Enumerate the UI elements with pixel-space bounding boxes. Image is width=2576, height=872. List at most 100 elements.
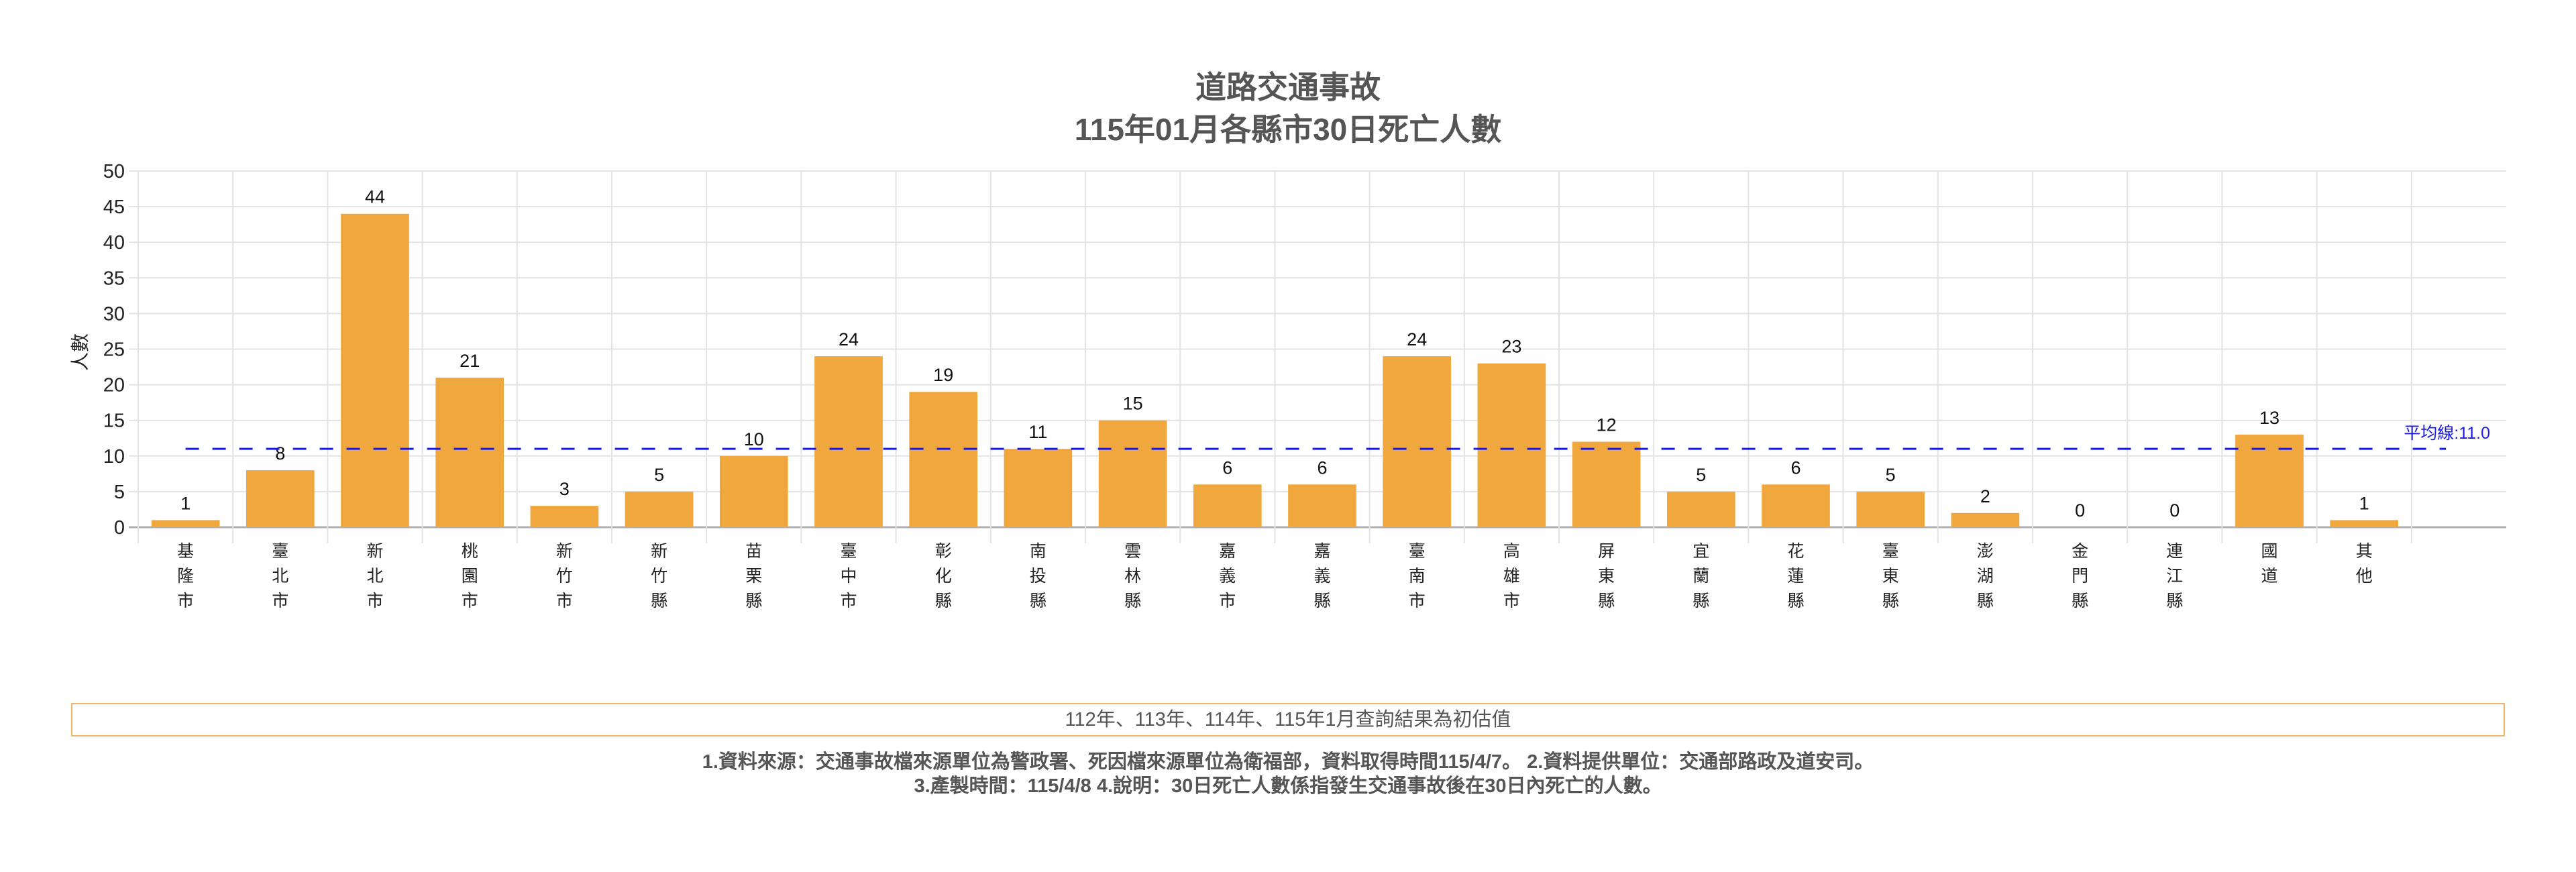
x-axis-label-char: 化 (935, 566, 952, 586)
bar-value-label: 1 (2359, 493, 2369, 513)
bar-其他[interactable] (2330, 520, 2399, 527)
x-axis-label-char: 市 (556, 591, 573, 610)
bar-value-label: 1 (180, 493, 191, 513)
bar-value-label: 8 (275, 443, 285, 464)
bar-澎湖縣[interactable] (1951, 512, 2020, 527)
bar-value-label: 10 (744, 429, 764, 449)
bar-國道[interactable] (2235, 434, 2304, 527)
bar-value-label: 0 (2075, 500, 2085, 521)
bar-彰化縣[interactable] (909, 392, 978, 527)
x-axis-label-char: 縣 (2072, 591, 2088, 610)
x-axis-label-char: 隆 (177, 566, 194, 586)
preliminary-note: 112年、113年、114年、115年1月查詢結果為初估值 (71, 703, 2505, 737)
bar-value-label: 6 (1790, 457, 1801, 478)
x-axis-label-char: 東 (1598, 566, 1615, 586)
bar-value-label: 5 (1696, 465, 1706, 485)
x-axis-label-char: 園 (462, 566, 478, 586)
bar-高雄市[interactable] (1477, 363, 1546, 527)
x-axis-label-char: 義 (1313, 566, 1330, 586)
x-axis-label-char: 門 (2072, 566, 2088, 586)
x-axis-label-char: 市 (1503, 591, 1520, 610)
x-axis-label-char: 嘉 (1313, 541, 1330, 561)
x-axis-label-char: 縣 (1693, 591, 1709, 610)
bar-value-label: 44 (365, 187, 385, 207)
x-axis-label-char: 新 (556, 541, 573, 561)
x-axis-label-char: 竹 (556, 566, 573, 586)
bar-花蓮縣[interactable] (1762, 484, 1830, 527)
x-axis-label-char: 臺 (840, 541, 857, 561)
bar-嘉義縣[interactable] (1288, 484, 1356, 527)
chart-title-line-2: 115年01月各縣市30日死亡人數 (1074, 112, 1502, 147)
x-axis-label-char: 縣 (1882, 591, 1899, 610)
y-tick-label: 25 (103, 339, 125, 361)
x-axis-label-char: 北 (366, 566, 383, 586)
x-axis-label-char: 市 (366, 591, 383, 610)
x-axis-label-char: 竹 (651, 566, 667, 586)
bar-value-label: 5 (1886, 465, 1896, 485)
x-axis-label-char: 雄 (1503, 566, 1520, 586)
y-tick-label: 45 (103, 197, 125, 218)
x-axis-label-char: 金 (2072, 541, 2088, 561)
x-axis-label-char: 縣 (2166, 591, 2183, 610)
bar-value-label: 24 (839, 329, 859, 349)
bar-value-label: 12 (1597, 415, 1617, 435)
bar-臺東縣[interactable] (1856, 491, 1925, 527)
bar-value-label: 11 (1028, 422, 1047, 442)
bar-嘉義市[interactable] (1193, 484, 1262, 527)
vertical-gridlines (138, 171, 2412, 543)
x-axis-label-char: 基 (177, 541, 194, 561)
chart-title-line-1: 道路交通事故 (1195, 70, 1381, 105)
bar-value-label: 15 (1123, 394, 1143, 414)
x-axis-label-char: 東 (1882, 566, 1899, 586)
average-line: 平均線:11.0 (185, 424, 2490, 450)
x-axis-label-char: 縣 (1313, 591, 1330, 610)
bar-雲林縣[interactable] (1098, 420, 1167, 527)
bar-臺北市[interactable] (246, 470, 315, 527)
bar-新竹縣[interactable] (625, 491, 694, 527)
y-tick-label: 50 (103, 161, 125, 182)
bar-屏東縣[interactable] (1572, 441, 1641, 527)
x-axis-label-char: 南 (1409, 566, 1426, 586)
x-axis-label-char: 縣 (1124, 591, 1141, 610)
x-axis-label-char: 宜 (1693, 541, 1709, 561)
x-axis-label-char: 道 (2261, 566, 2277, 586)
bar-value-label: 6 (1222, 457, 1232, 478)
y-tick-label: 40 (103, 232, 125, 254)
x-axis-label-char: 栗 (745, 566, 762, 586)
bar-基隆市[interactable] (151, 520, 220, 527)
x-axis-label-char: 蓮 (1787, 566, 1804, 586)
y-tick-label: 20 (103, 375, 125, 396)
footer-source-note: 1.資料來源：交通事故檔來源單位為警政署、死因檔來源單位為衛福部，資料取得時間1… (702, 751, 1874, 773)
bar-新竹市[interactable] (530, 506, 599, 527)
bar-value-label: 19 (933, 365, 953, 385)
x-axis-label-char: 蘭 (1693, 566, 1709, 586)
bar-新北市[interactable] (341, 213, 409, 527)
bar-臺南市[interactable] (1383, 356, 1452, 527)
bar-苗栗縣[interactable] (719, 455, 788, 527)
bar-value-label: 24 (1407, 329, 1427, 349)
y-tick-label: 30 (103, 303, 125, 325)
x-axis-label-char: 屏 (1598, 541, 1615, 561)
bar-桃園市[interactable] (435, 377, 504, 527)
x-axis-label-char: 義 (1219, 566, 1236, 586)
x-axis-label-char: 花 (1787, 541, 1804, 561)
x-axis-label-char: 中 (840, 566, 857, 586)
y-tick-label: 5 (114, 482, 125, 503)
x-axis-label-char: 縣 (935, 591, 952, 610)
bar-宜蘭縣[interactable] (1666, 491, 1735, 527)
x-axis-label-char: 苗 (745, 541, 762, 561)
x-axis-label-char: 投 (1030, 566, 1046, 586)
bar-臺中市[interactable] (814, 356, 883, 527)
x-axis-label-char: 縣 (1977, 591, 1994, 610)
y-axis-ticks: 0 5 10 15 20 25 30 35 40 45 50 (103, 161, 125, 539)
x-axis-label-char: 市 (272, 591, 288, 610)
x-axis-label-char: 臺 (1882, 541, 1899, 561)
x-axis-label-char: 桃 (462, 541, 478, 561)
x-axis-label-char: 臺 (1409, 541, 1426, 561)
bars (151, 213, 2399, 527)
bar-value-label: 21 (460, 351, 480, 371)
bar-南投縣[interactable] (1004, 449, 1073, 527)
horizontal-gridlines (129, 170, 2506, 529)
y-tick-label: 10 (103, 446, 125, 468)
x-axis-label-char: 澎 (1977, 541, 1994, 561)
